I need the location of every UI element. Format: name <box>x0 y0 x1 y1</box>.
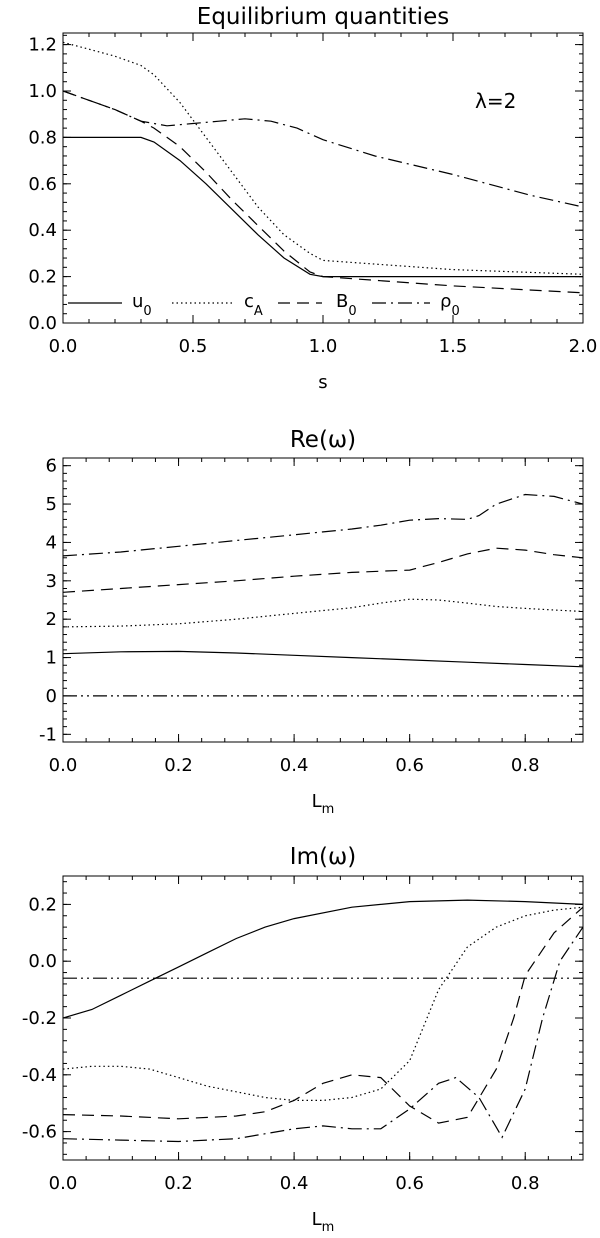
lambda-annotation: λ=2 <box>475 89 516 113</box>
y-tick-label: 1.2 <box>28 35 57 56</box>
chart-title: Re(ω) <box>290 427 356 453</box>
legend-label: ρ0 <box>440 291 460 319</box>
y-tick-label: 1 <box>46 648 57 669</box>
y-tick-label: 0.2 <box>28 894 57 915</box>
x-tick-label: 0.0 <box>49 336 78 357</box>
x-tick-label: 0.2 <box>164 1173 193 1194</box>
y-tick-label: 2 <box>46 609 57 630</box>
series-line-solid <box>63 136 583 278</box>
chart-panel-2: Re(ω) 0.0 0.2 0.4 0.6 0.8 -1 0 1 2 3 4 5 6 Lm <box>39 427 584 817</box>
series-line-dash-dot <box>63 926 583 1143</box>
series-line-dotted <box>63 906 583 1101</box>
chart-panel-3: Im(ω) 0.0 0.2 0.4 0.6 0.8 -0.6 -0.4 -0.2 0.0 0.2 Lm <box>22 844 584 1235</box>
x-tick-label: 1.5 <box>439 336 468 357</box>
chart-panel-1: Equilibrium quantities 0.0 0.5 1.0 1.5 2.0 0.0… <box>28 4 597 393</box>
x-tick-label: 0.2 <box>164 755 193 776</box>
legend-label-sub: 0 <box>348 304 356 319</box>
y-tick-label: 0.4 <box>28 220 57 241</box>
series-line-dashed <box>63 547 583 593</box>
series-line-dotted <box>63 41 583 275</box>
x-tick-label: 0.5 <box>179 336 208 357</box>
x-axis-label-sub: m <box>322 1220 335 1235</box>
y-tick-label: -0.6 <box>22 1122 57 1143</box>
x-axis-label: s <box>318 372 327 393</box>
y-tick-label: 0 <box>46 686 57 707</box>
x-axis-label: Lm <box>312 1209 335 1235</box>
plot-frame <box>62 457 584 743</box>
x-tick-label: 0.0 <box>49 1173 78 1194</box>
legend-label: u0 <box>132 291 152 319</box>
chart-title: Im(ω) <box>290 844 356 870</box>
plot-frame <box>62 32 584 324</box>
legend-label-sub: 0 <box>451 304 459 319</box>
x-tick-label: 0.8 <box>511 1173 540 1194</box>
x-tick-label: 0.6 <box>395 755 424 776</box>
y-tick-label: 5 <box>46 494 57 515</box>
y-tick-label: -1 <box>39 724 57 745</box>
y-tick-label: 1.0 <box>28 81 57 102</box>
legend-label-sub: A <box>254 304 263 319</box>
series-line-dotted <box>63 598 583 628</box>
y-tick-label: -0.2 <box>22 1008 57 1029</box>
chart-title: Equilibrium quantities <box>197 4 449 30</box>
y-tick-label: 0.6 <box>28 174 57 195</box>
series-line-dash-dot <box>63 90 583 208</box>
x-tick-label: 0.0 <box>49 755 78 776</box>
y-tick-label: -0.4 <box>22 1065 57 1086</box>
y-tick-label: 0.0 <box>28 951 57 972</box>
y-tick-label: 0.2 <box>28 267 57 288</box>
x-tick-label: 0.6 <box>395 1173 424 1194</box>
series-line-solid <box>63 650 583 668</box>
x-axis-label-sub: m <box>322 802 335 817</box>
legend-label-sub: 0 <box>143 304 151 319</box>
x-tick-label: 0.4 <box>280 755 309 776</box>
y-tick-label: 0.8 <box>28 127 57 148</box>
x-tick-label: 0.4 <box>280 1173 309 1194</box>
x-tick-label: 0.8 <box>511 755 540 776</box>
y-tick-label: 6 <box>46 456 57 477</box>
x-tick-label: 2.0 <box>569 336 598 357</box>
legend-label: B0 <box>336 291 357 319</box>
x-axis-label: Lm <box>312 791 335 817</box>
y-tick-label: 4 <box>46 532 57 553</box>
y-tick-label: 0.0 <box>28 313 57 334</box>
x-tick-label: 1.0 <box>309 336 338 357</box>
series-line-dashed <box>63 906 583 1124</box>
series-line-solid <box>63 899 583 1019</box>
series-line-dash-dot <box>63 493 583 557</box>
y-tick-label: 3 <box>46 571 57 592</box>
legend-label: cA <box>244 291 263 319</box>
